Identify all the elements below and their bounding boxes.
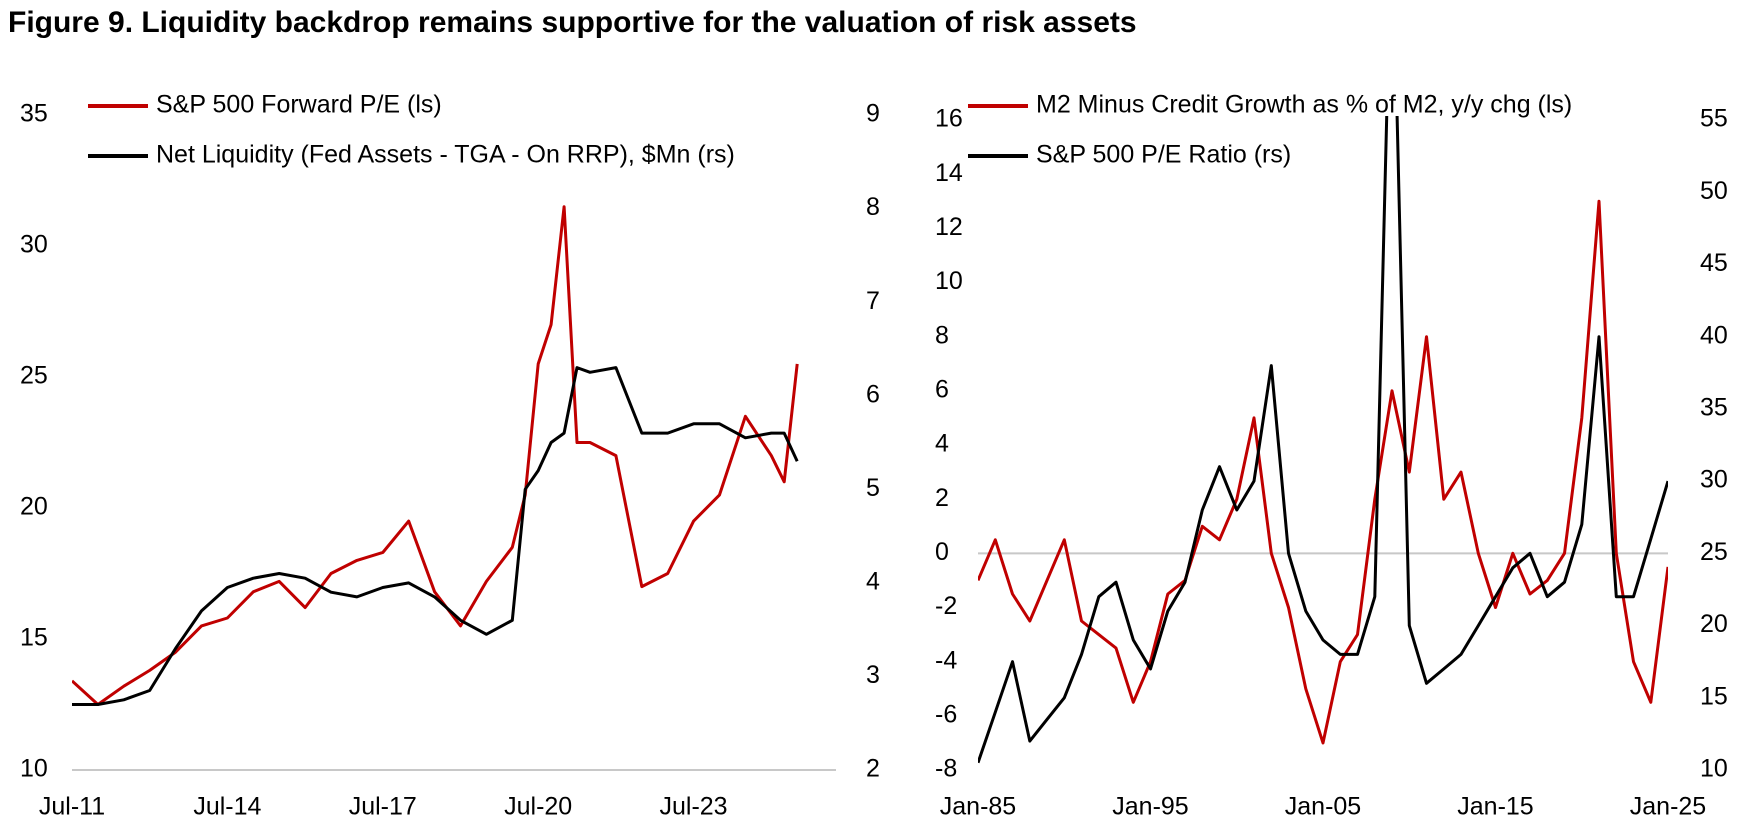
x-tick-label: Jul-20 xyxy=(504,793,572,821)
y-tick-label: 8 xyxy=(935,321,949,349)
x-tick-label: Jan-15 xyxy=(1457,793,1533,821)
y2-tick-label: 35 xyxy=(1700,393,1728,421)
y2-tick-label: 55 xyxy=(1700,105,1728,133)
y2-tick-label: 10 xyxy=(1700,755,1728,783)
figure-title: Figure 9. Liquidity backdrop remains sup… xyxy=(8,6,1137,39)
x-tick-label: Jan-05 xyxy=(1285,793,1361,821)
x-tick-label: Jan-85 xyxy=(940,793,1016,821)
series-line xyxy=(72,366,799,706)
legend-label: S&P 500 P/E Ratio (rs) xyxy=(1036,141,1291,169)
x-tick-label: Jul-23 xyxy=(660,793,728,821)
series-line xyxy=(978,199,1668,745)
y-tick-label: -4 xyxy=(935,646,957,674)
x-tick-label: Jan-25 xyxy=(1630,793,1706,821)
series-line xyxy=(72,205,799,706)
x-tick-label: Jul-14 xyxy=(193,793,261,821)
y2-tick-label: 25 xyxy=(1700,538,1728,566)
y-tick-label: 14 xyxy=(935,159,963,187)
y2-tick-label: 45 xyxy=(1700,249,1728,277)
y2-tick-label: 6 xyxy=(866,380,880,408)
x-tick-label: Jul-11 xyxy=(39,793,105,821)
y-tick-label: 10 xyxy=(20,755,48,783)
legend-label: M2 Minus Credit Growth as % of M2, y/y c… xyxy=(1036,91,1572,119)
y2-tick-label: 5 xyxy=(866,474,880,502)
y-tick-label: -8 xyxy=(935,755,957,783)
y-tick-label: 30 xyxy=(20,231,48,259)
y2-tick-label: 4 xyxy=(866,567,880,595)
legend-label: Net Liquidity (Fed Assets - TGA - On RRP… xyxy=(156,141,735,169)
y-tick-label: 15 xyxy=(20,624,48,652)
y2-tick-label: 30 xyxy=(1700,466,1728,494)
series-line xyxy=(978,116,1668,764)
y2-tick-label: 8 xyxy=(866,193,880,221)
y-tick-label: -2 xyxy=(935,592,957,620)
y2-tick-label: 20 xyxy=(1700,610,1728,638)
y2-tick-label: 40 xyxy=(1700,321,1728,349)
y-tick-label: 20 xyxy=(20,493,48,521)
x-tick-label: Jul-17 xyxy=(349,793,417,821)
y-tick-label: 25 xyxy=(20,362,48,390)
y-tick-label: 4 xyxy=(935,430,949,458)
y2-tick-label: 7 xyxy=(866,287,880,315)
x-tick-label: Jan-95 xyxy=(1112,793,1188,821)
y2-tick-label: 50 xyxy=(1700,177,1728,205)
y2-tick-label: 2 xyxy=(866,755,880,783)
y-tick-label: 12 xyxy=(935,213,963,241)
y2-tick-label: 3 xyxy=(866,661,880,689)
y-tick-label: 6 xyxy=(935,375,949,403)
y-tick-label: 35 xyxy=(20,100,48,128)
y2-tick-label: 15 xyxy=(1700,682,1728,710)
legend-label: S&P 500 Forward P/E (ls) xyxy=(156,91,442,119)
y-tick-label: 2 xyxy=(935,484,949,512)
y-tick-label: -6 xyxy=(935,700,957,728)
y-tick-label: 10 xyxy=(935,267,963,295)
y-tick-label: 16 xyxy=(935,105,963,133)
y2-tick-label: 9 xyxy=(866,100,880,128)
y-tick-label: 0 xyxy=(935,538,949,566)
